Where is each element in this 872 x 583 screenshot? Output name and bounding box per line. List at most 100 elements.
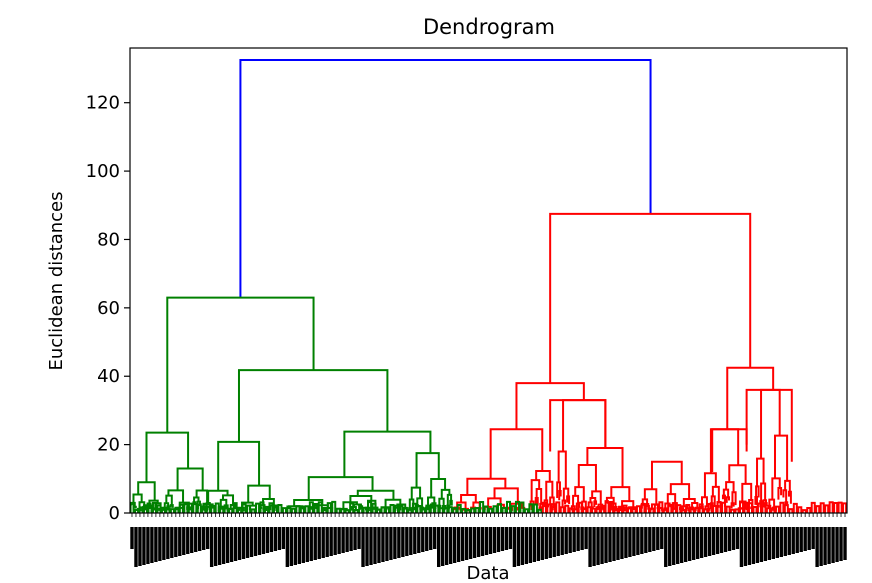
dendrogram-link — [201, 508, 207, 513]
dendrogram-link — [160, 506, 166, 513]
dendrogram-link — [250, 508, 256, 513]
dendrogram-link — [689, 508, 695, 513]
dendrogram-link — [631, 507, 637, 513]
y-tick-label: 40 — [97, 366, 120, 387]
dendrogram-link — [810, 501, 816, 513]
dendrogram-link — [237, 369, 389, 442]
dendrogram-link — [205, 501, 211, 513]
dendrogram-link — [557, 450, 567, 489]
dendrogram-link — [237, 506, 243, 513]
dendrogram-link — [762, 499, 767, 508]
dendrogram-link — [411, 502, 417, 513]
dendrogram-link — [591, 490, 602, 505]
dendrogram-link — [343, 430, 432, 478]
dendrogram-link — [446, 493, 453, 506]
dendrogram-link — [709, 428, 740, 474]
dendrogram-link — [577, 501, 583, 513]
dendrogram-link — [353, 509, 359, 513]
dendrogram-link — [755, 485, 760, 498]
dendrogram-link — [650, 460, 683, 490]
dendrogram-link — [771, 477, 781, 500]
dendrogram-link — [299, 505, 305, 513]
dendrogram-link — [389, 503, 395, 513]
dendrogram-link — [510, 505, 516, 513]
dendrogram-link — [741, 482, 753, 502]
dendrogram-link — [322, 508, 328, 513]
dendrogram-link — [342, 501, 358, 509]
dendrogram-link — [752, 505, 758, 513]
dendrogram-link — [335, 507, 341, 513]
dendrogram-link — [756, 502, 762, 513]
dendrogram-link — [529, 500, 535, 506]
dendrogram-link — [731, 491, 737, 506]
dendrogram-link — [591, 507, 597, 513]
dendrogram-link — [707, 502, 713, 513]
dendrogram-link — [264, 505, 270, 513]
dendrogram-link — [425, 504, 431, 513]
dendrogram-link — [505, 500, 512, 513]
dendrogram-link — [169, 504, 174, 508]
dendrogram-link — [145, 431, 190, 483]
dendrogram-link — [535, 469, 551, 482]
dendrogram-link — [635, 505, 641, 513]
dendrogram-link — [515, 382, 585, 430]
dendrogram-link — [574, 486, 585, 502]
dendrogram-link — [577, 463, 597, 492]
dendrogram-link — [178, 503, 184, 513]
dendrogram-link — [326, 502, 332, 513]
dendrogram-link — [773, 434, 789, 481]
dendrogram-link — [730, 508, 736, 513]
dendrogram-link — [555, 501, 561, 513]
dendrogram-link — [621, 500, 635, 508]
dendrogram-link — [501, 506, 507, 513]
dendrogram-link — [546, 503, 552, 513]
dendrogram-link — [166, 296, 315, 433]
dendrogram-link — [286, 505, 292, 513]
dendrogram-link — [487, 497, 502, 507]
chart-title: Dendrogram — [423, 15, 555, 39]
dendrogram-link — [609, 501, 615, 513]
dendrogram-link — [434, 504, 440, 513]
dendrogram-link — [483, 505, 489, 513]
dendrogram-link — [774, 505, 780, 513]
dendrogram-link — [549, 496, 555, 507]
dendrogram-link — [466, 477, 507, 496]
dendrogram-link — [788, 508, 794, 513]
dendrogram-link — [770, 507, 776, 513]
dendrogram-link — [725, 481, 735, 493]
dendrogram-link — [754, 496, 758, 506]
dendrogram-link — [801, 509, 807, 513]
dendrogram-link — [519, 501, 525, 513]
dendrogram-link — [806, 507, 812, 513]
dendrogram-link — [313, 502, 319, 513]
dendrogram-link — [239, 58, 652, 298]
dendrogram-link — [669, 483, 691, 500]
dendrogram-link — [132, 493, 143, 503]
dendrogram-link — [358, 505, 364, 513]
dendrogram-link — [698, 503, 704, 513]
dendrogram-link — [290, 507, 296, 513]
leaf-tick-marks — [130, 513, 847, 567]
dendrogram-link — [721, 494, 726, 507]
dendrogram-link — [193, 496, 200, 503]
dendrogram-link — [566, 495, 571, 504]
dendrogram-link — [356, 489, 395, 500]
dendrogram-link — [605, 496, 615, 504]
dendrogram-link — [728, 464, 747, 484]
dendrogram-link — [691, 502, 699, 508]
dendrogram-link — [523, 508, 529, 513]
dendrogram-link — [653, 503, 659, 513]
dendrogram-links — [129, 58, 848, 513]
dendrogram-link — [641, 498, 649, 504]
dendrogram-link — [819, 502, 825, 513]
dendrogram-link — [488, 507, 494, 513]
dendrogram-link — [493, 487, 519, 504]
dendrogram-link — [398, 505, 404, 513]
dendrogram-link — [195, 489, 209, 504]
dendrogram-link — [562, 487, 570, 501]
dendrogram-link — [837, 501, 843, 513]
dendrogram-link — [219, 505, 225, 513]
dendrogram-link — [618, 505, 624, 513]
dendrogram-link — [429, 503, 435, 513]
